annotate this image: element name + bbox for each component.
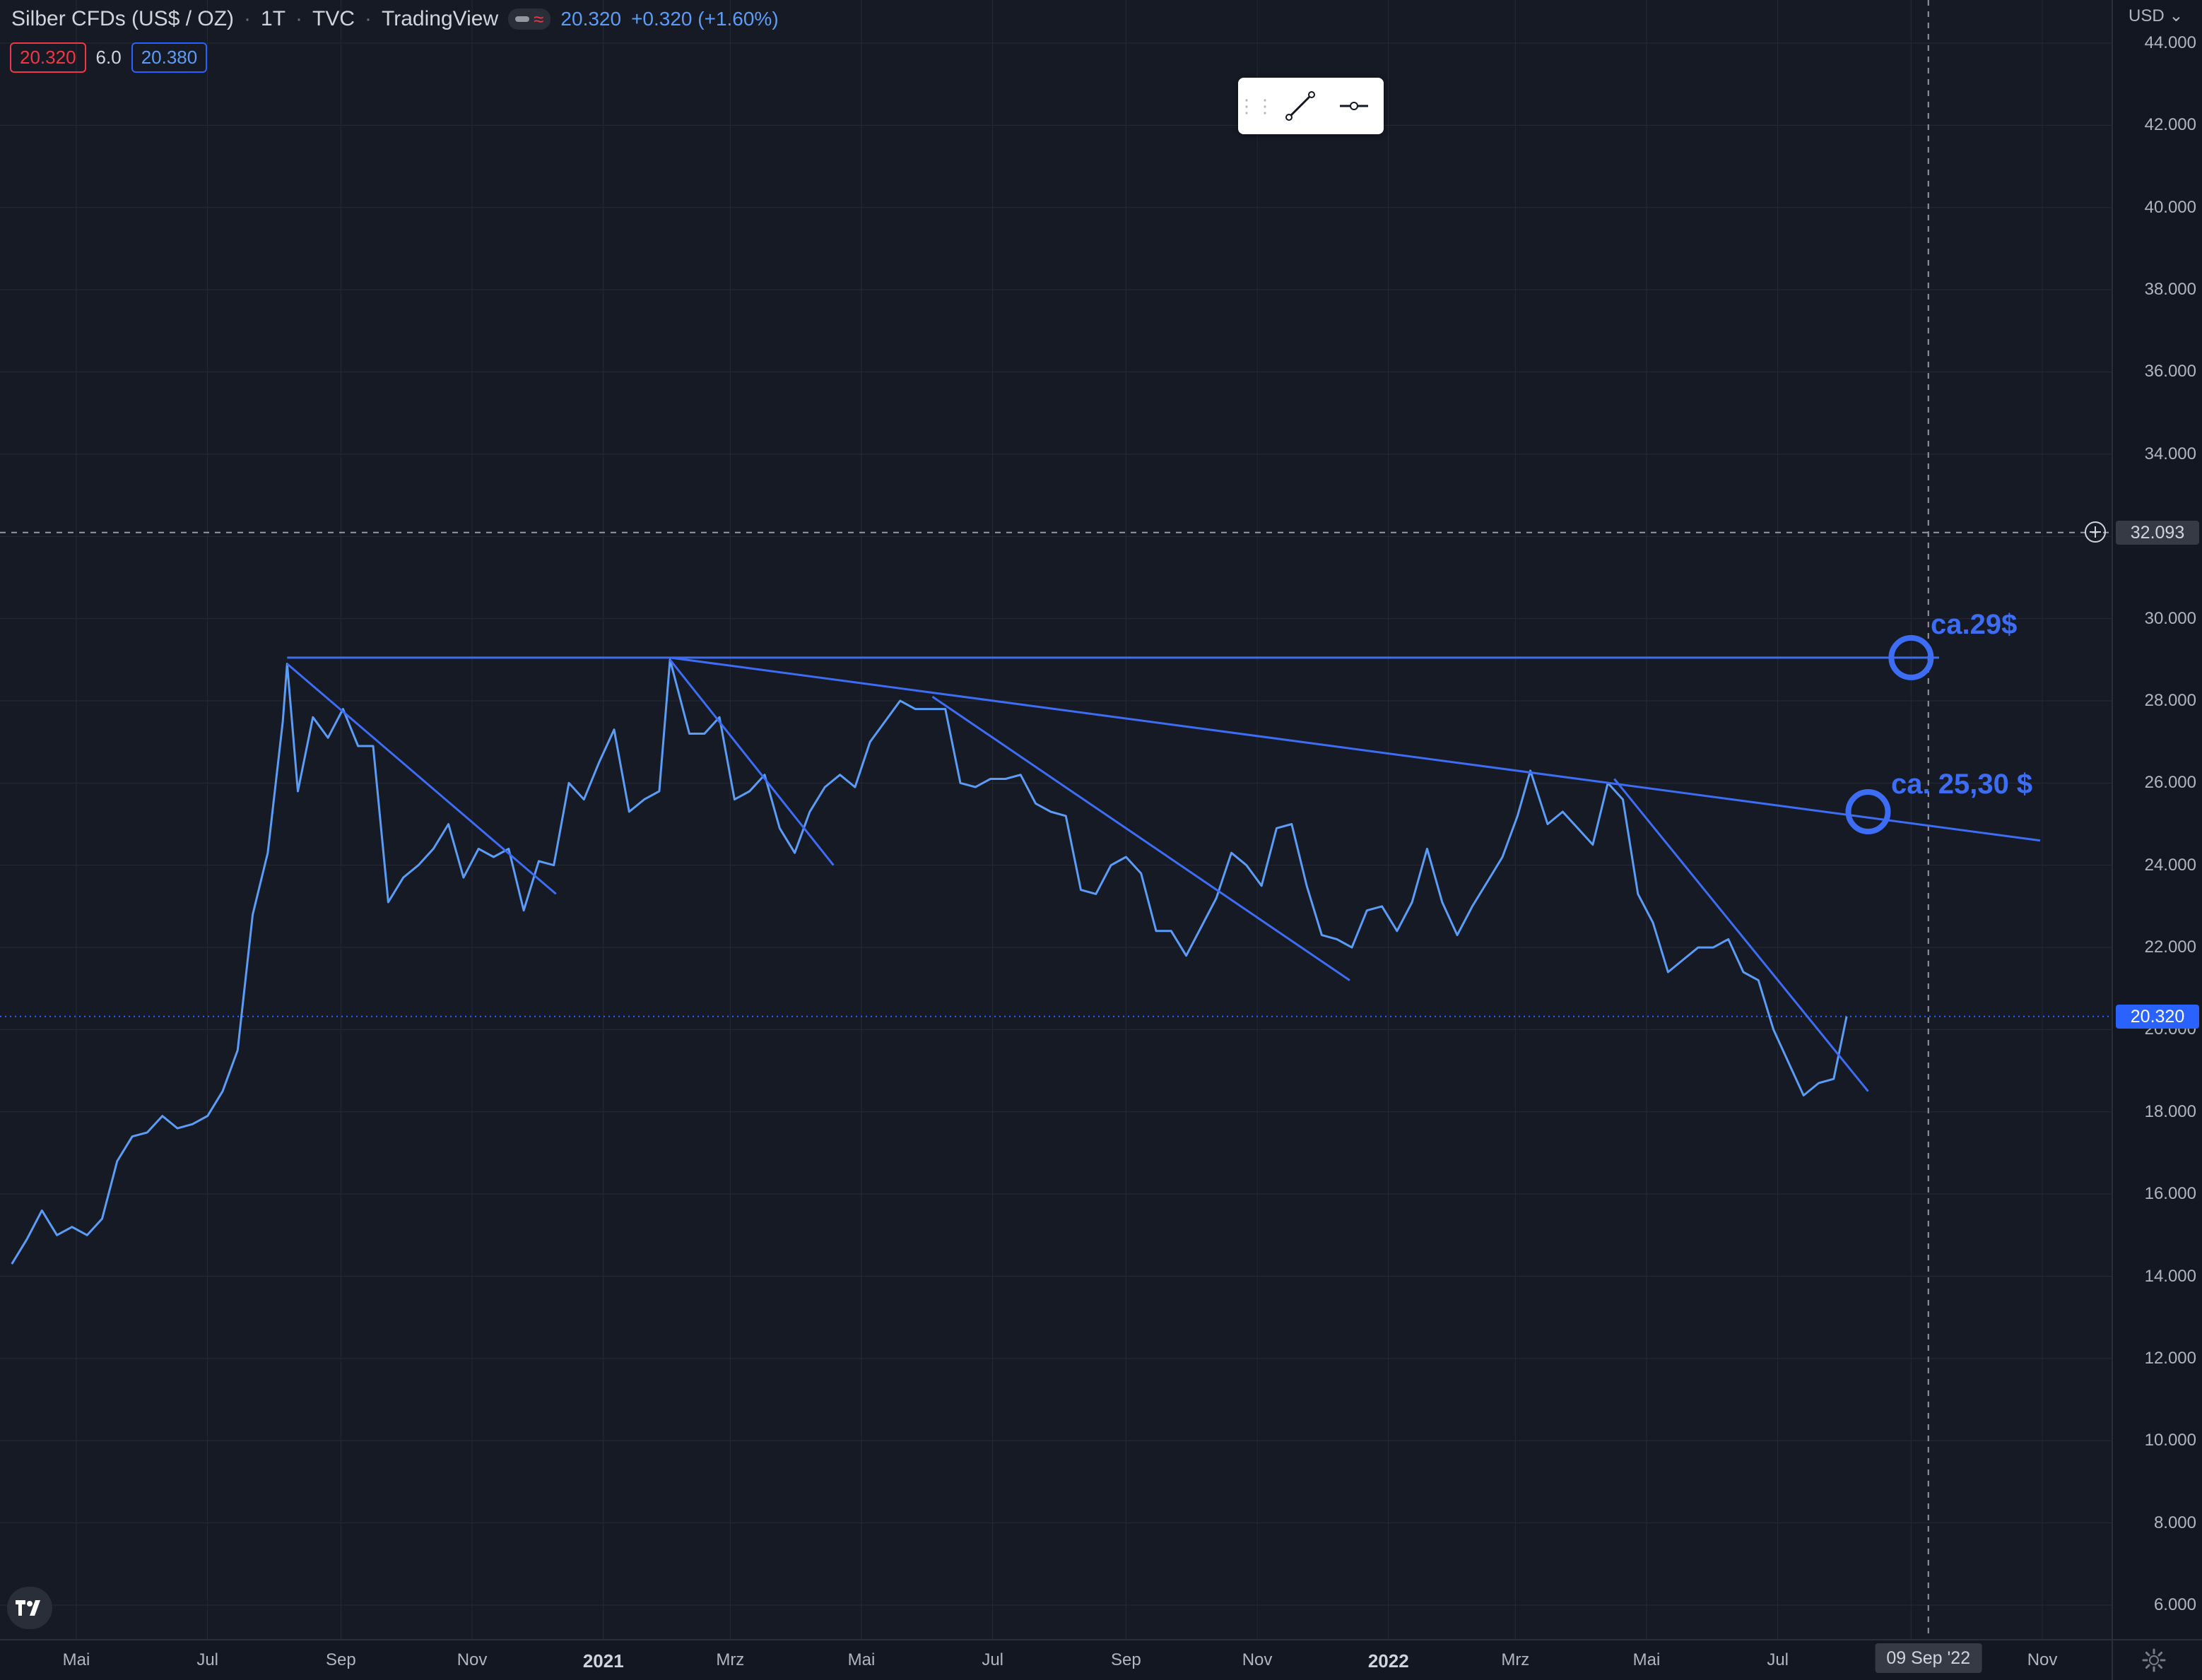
interval-label[interactable]: 1T [261,7,286,30]
add-alert-icon[interactable] [2083,520,2107,544]
crosshair-date-tag: 09 Sep '22 [1875,1643,1982,1673]
time-scale-label: Mai [62,1650,90,1669]
currency-label: USD [2129,6,2165,25]
legend-toggle-pill[interactable]: ≈ [508,8,551,30]
trend-line [1613,778,1869,1092]
price-change: +0.320 (+1.60%) [631,8,779,30]
price-scale-label: 28.000 [2144,690,2196,710]
current-price-tag: 20.320 [2116,1004,2199,1029]
time-scale-label: Nov [1242,1650,1273,1669]
price-scale-label: 6.000 [2153,1595,2196,1614]
price-scale-label: 34.000 [2144,444,2196,463]
trend-line [286,663,557,895]
chart-pane[interactable]: Silber CFDs (US$ / OZ) · 1T · TVC · Trad… [0,0,2112,1639]
target-marker-circle [1888,634,1934,680]
exchange-label: TVC [312,7,355,30]
time-scale-label: Mai [847,1650,876,1669]
price-scale-label: 10.000 [2144,1431,2196,1450]
time-scale-label: Sep [326,1650,356,1669]
separator-dot: · [244,7,252,30]
time-scale-label: Mrz [1501,1650,1530,1669]
price-scale-label: 14.000 [2144,1266,2196,1286]
separator-dot: · [365,7,372,30]
gear-icon[interactable] [2141,1648,2167,1673]
trend-line [669,658,835,866]
drag-handle-icon[interactable]: ⋮⋮ [1237,95,1274,117]
horizontal-ray-tool-button[interactable] [1327,78,1381,134]
time-scale-label: 2022 [1367,1650,1409,1672]
symbol-legend: Silber CFDs (US$ / OZ) · 1T · TVC · Trad… [11,7,779,31]
separator-dot: · [295,7,303,30]
wave-icon[interactable]: ≈ [534,8,544,30]
price-scale-label: 40.000 [2144,197,2196,217]
target-marker-circle [1845,789,1891,835]
time-scale-label: Jul [982,1650,1004,1669]
currency-selector[interactable]: USD ⌄ [2129,6,2183,26]
chevron-down-icon: ⌄ [2169,6,2184,25]
time-scale-label: Mrz [716,1650,745,1669]
time-scale-label: Nov [2027,1650,2058,1669]
price-scale-label: 22.000 [2144,937,2196,957]
spread-value: 6.0 [95,47,122,68]
settings-corner[interactable] [2112,1639,2202,1680]
hide-legend-icon[interactable] [515,16,530,22]
trend-line-icon [1285,91,1315,121]
price-scale-label: 38.000 [2144,280,2196,300]
time-scale-label: Nov [457,1650,488,1669]
drawing-toolbar: ⋮⋮ [1237,78,1384,134]
price-scale-label: 44.000 [2144,33,2196,52]
price-chart[interactable] [0,0,2112,1639]
price-scale-label: 26.000 [2144,773,2196,793]
horizontal-line-icon [1340,102,1368,110]
price-scale-label: 12.000 [2144,1348,2196,1368]
price-scale-label: 42.000 [2144,115,2196,135]
price-series-line [11,658,1848,1265]
annotation-target-29[interactable]: ca.29$ [1931,609,2018,640]
time-scale-label: Mai [1632,1650,1661,1669]
price-scale-label: 24.000 [2144,855,2196,875]
time-scale-label: 2021 [582,1650,624,1672]
symbol-title[interactable]: Silber CFDs (US$ / OZ) [11,7,235,30]
price-scale-label: 30.000 [2144,608,2196,628]
time-scale-label: Sep [1111,1650,1141,1669]
source-label: TradingView [382,7,499,30]
price-scale-label: 8.000 [2153,1513,2196,1532]
time-scale-label: Jul [1767,1650,1789,1669]
price-scale[interactable]: USD ⌄ 44.000 42.000 40.000 38.000 36.000 34.0… [2112,0,2202,1639]
price-scale-label: 18.000 [2144,1101,2196,1121]
annotation-target-25-30[interactable]: ca. 25,30 $ [1891,769,2033,800]
price-scale-label: 36.000 [2144,362,2196,381]
time-scale-label: Jul [196,1650,219,1669]
time-scale[interactable]: Mai Jul Sep Nov 2021 Mrz Mai Jul Sep Nov 2022 Mrz Ma… [0,1639,2112,1680]
buy-price-box[interactable]: 20.380 [131,42,208,73]
trend-line-tool-button[interactable] [1273,78,1327,134]
last-price: 20.320 [560,8,622,30]
price-scale-label: 16.000 [2144,1184,2196,1204]
sell-price-box[interactable]: 20.320 [10,42,86,73]
trend-line [931,695,1350,981]
trend-line [669,656,2041,842]
tradingview-logo-icon[interactable] [7,1587,52,1629]
ohlc-row: 20.320 6.0 20.380 [10,42,208,73]
crosshair-price-tag: 32.093 [2116,520,2199,545]
